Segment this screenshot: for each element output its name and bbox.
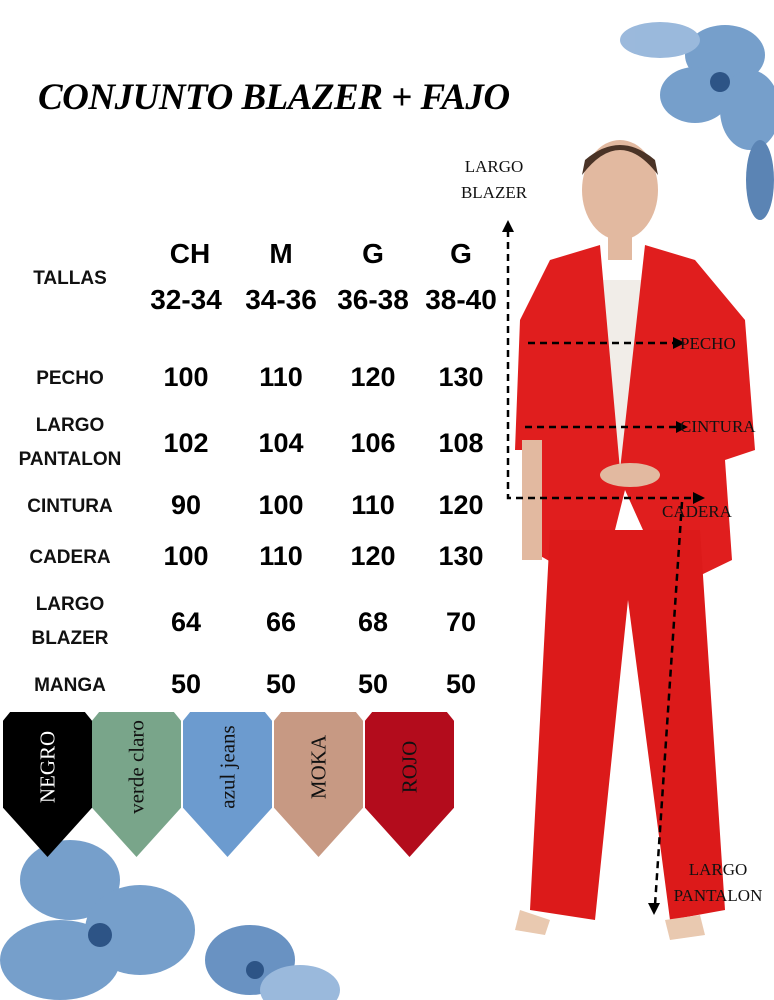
table-cell: 110 (259, 541, 303, 571)
size-name: G (362, 238, 384, 269)
table-cell: 110 (259, 362, 303, 392)
table-cell: 120 (350, 362, 396, 392)
table-cell: 64 (170, 607, 202, 637)
color-name: MOKA (306, 735, 330, 800)
table-cell: 50 (357, 669, 389, 699)
table-cell: 106 (350, 428, 396, 458)
table-cell: 130 (438, 541, 484, 571)
size-name: G (450, 238, 472, 269)
page-title: CONJUNTO BLAZER + FAJO (38, 77, 510, 118)
table-cell: 104 (258, 428, 304, 458)
table-cell: 66 (265, 607, 297, 637)
blazer (515, 245, 755, 590)
row-label: LARGO BLAZER (31, 594, 109, 649)
table-cell: 100 (163, 362, 209, 392)
table-cell: 68 (357, 607, 389, 637)
table-cell: 90 (170, 490, 202, 520)
size-name: M (269, 238, 293, 269)
table-cell: 102 (163, 428, 209, 458)
table-cell: 50 (265, 669, 297, 699)
size-range: 38-40 (425, 284, 497, 315)
size-range: 36-38 (337, 284, 409, 315)
pants (530, 530, 725, 920)
size-name: CH (169, 238, 211, 269)
annotation-largo-pantalon: LARGO PANTALON (673, 860, 763, 905)
flower-decoration-top-right (620, 22, 774, 220)
table-cell: 50 (445, 669, 477, 699)
color-name: NEGRO (35, 730, 59, 804)
table-cell: 100 (258, 490, 304, 520)
tallas-label: TALLAS (33, 268, 107, 289)
size-range: 34-36 (245, 284, 317, 315)
table-cell: 108 (438, 428, 484, 458)
color-name: verde claro (124, 720, 148, 815)
table-cell: 50 (170, 669, 202, 699)
annotation-largo-blazer: LARGO BLAZER (460, 157, 528, 202)
color-name: azul jeans (215, 725, 239, 809)
table-cell: 130 (438, 362, 484, 392)
row-label: LARGO PANTALON (18, 415, 122, 470)
row-label: CINTURA (27, 496, 113, 517)
annotation-cintura: CINTURA (680, 417, 756, 436)
table-cell: 70 (445, 607, 477, 637)
table-cell: 120 (438, 490, 484, 520)
table-cell: 100 (163, 541, 209, 571)
annotation-cadera: CADERA (662, 502, 732, 521)
row-label: PECHO (36, 368, 104, 389)
model-photo (502, 140, 755, 940)
flower-decoration-bottom-left (0, 840, 340, 1000)
row-label: MANGA (34, 675, 106, 696)
color-name: ROJO (397, 740, 421, 794)
table-cell: 120 (350, 541, 396, 571)
table-cell: 110 (351, 490, 395, 520)
row-label: CADERA (29, 547, 111, 568)
annotation-pecho: PECHO (680, 334, 736, 353)
size-range: 32-34 (150, 284, 222, 315)
